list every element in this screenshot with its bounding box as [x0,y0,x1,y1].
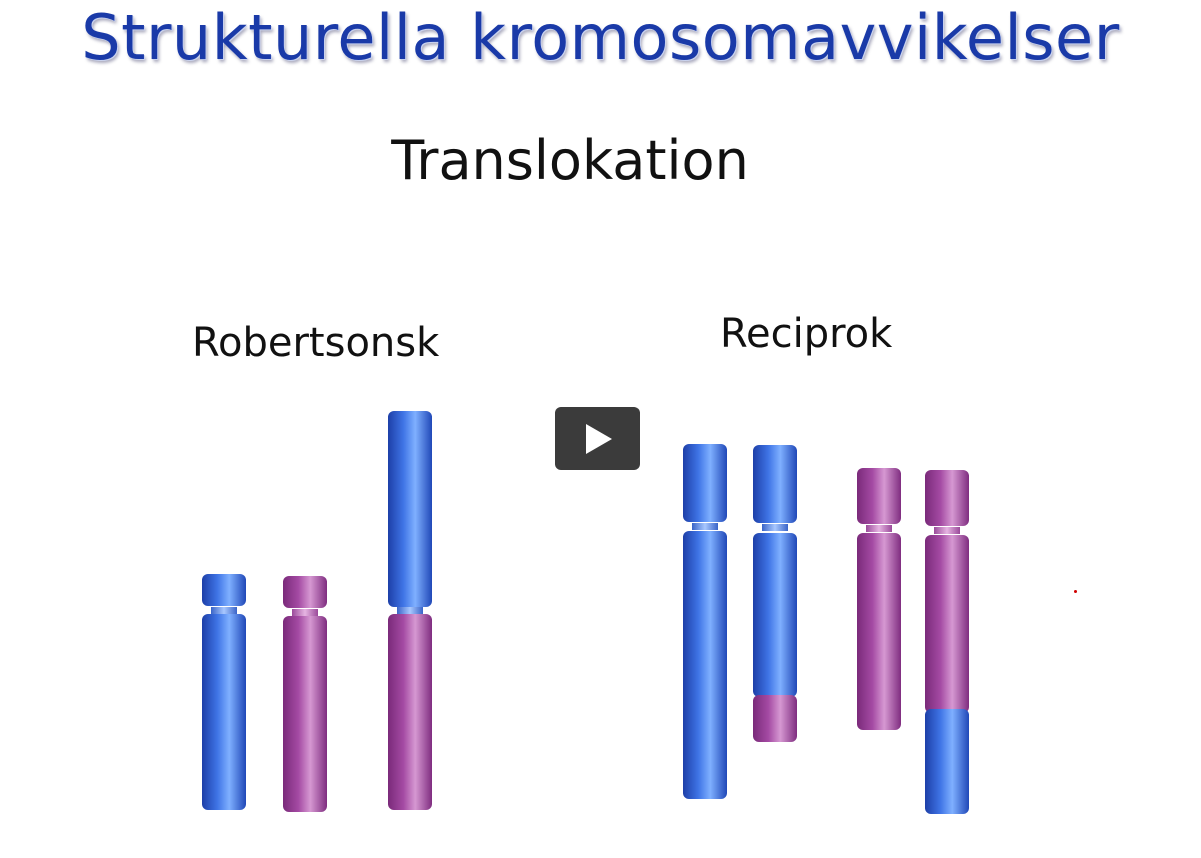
slide-subtitle: Translokation [391,129,749,192]
chromosome-robertsonian-fused [388,411,432,810]
red-dot-marker [1074,590,1077,593]
play-icon [586,424,612,454]
chromosome-robertsonian-purple [283,576,327,812]
reciprocal-label: Reciprok [720,311,893,357]
video-play-button[interactable] [555,407,640,470]
chromosome-robertsonian-blue [202,574,246,810]
chromosome-reciprocal-purple-translocated [925,470,969,814]
chromosome-reciprocal-blue-normal [683,444,727,799]
chromosome-reciprocal-purple-normal [857,468,901,730]
chromosome-reciprocal-blue-translocated [753,445,797,742]
robertsonian-label: Robertsonsk [192,320,440,366]
slide-title: Strukturella kromosomavvikelser [81,1,1120,74]
